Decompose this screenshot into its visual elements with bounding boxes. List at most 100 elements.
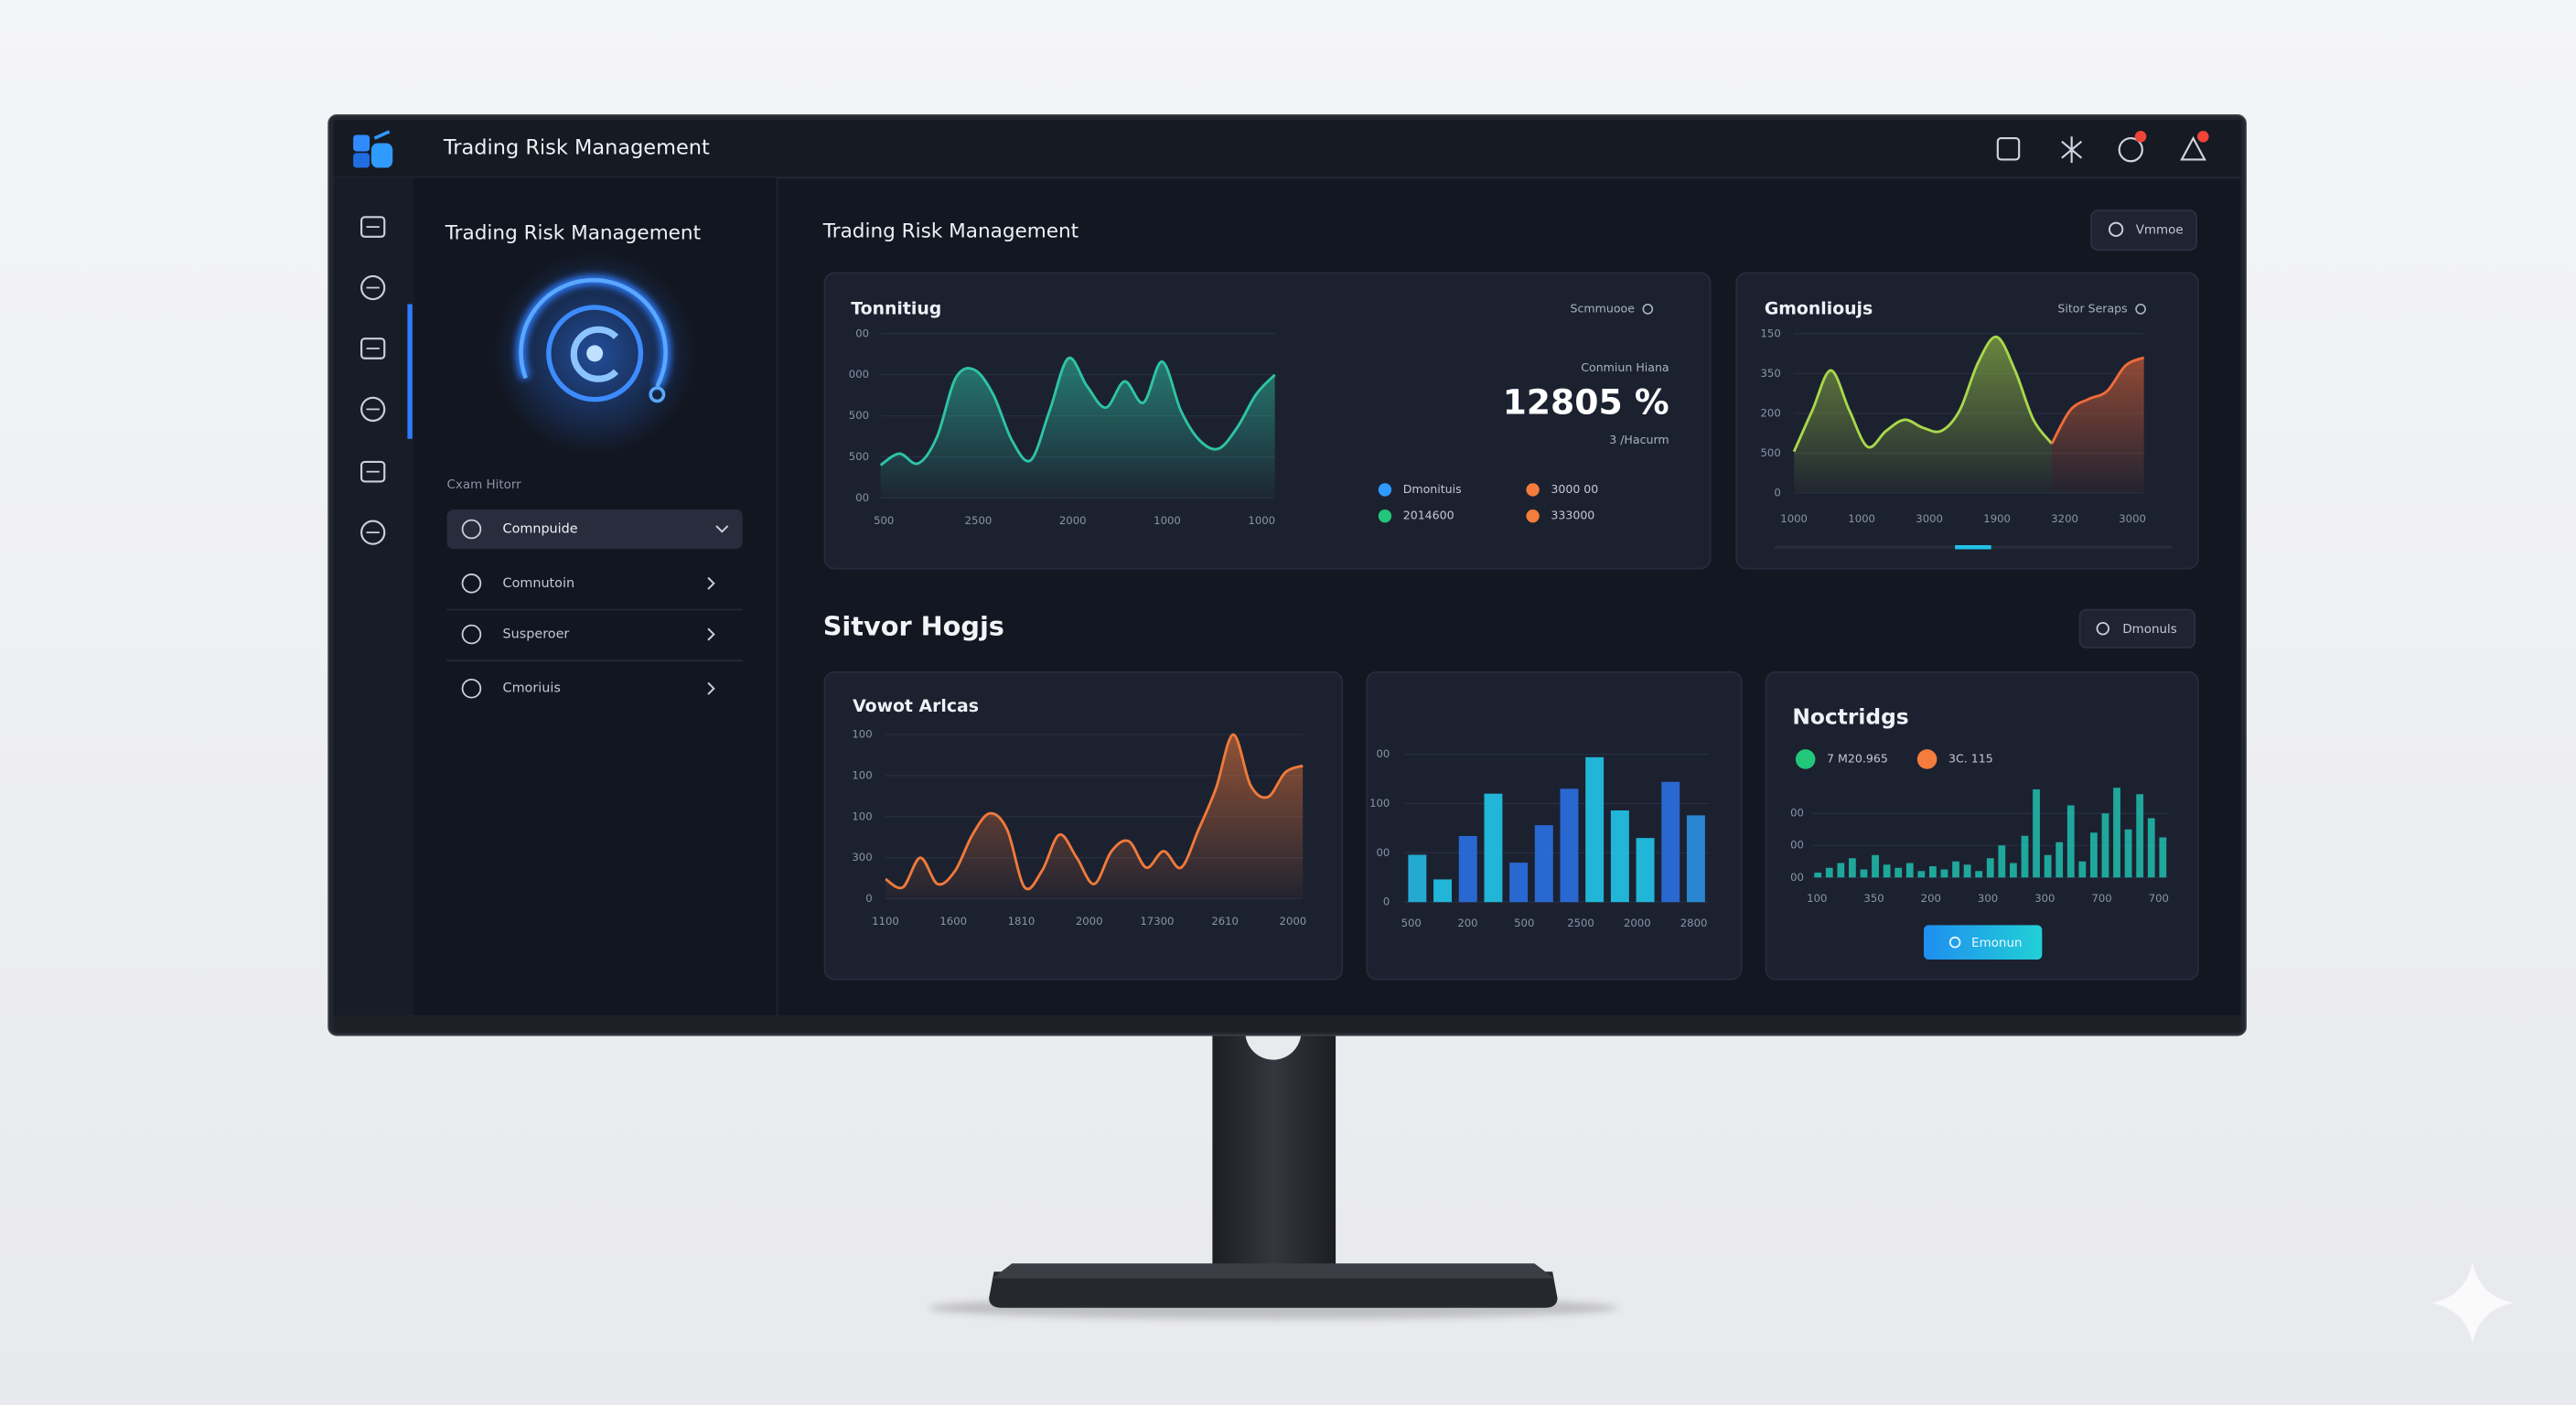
card-bg <box>823 670 1344 981</box>
x-tick-label: 1000 <box>1248 514 1275 527</box>
nav-icon[interactable] <box>360 216 386 238</box>
menu-icon <box>461 624 482 645</box>
y-tick-label: 500 <box>849 450 869 463</box>
card-title: Vowot Arlcas <box>853 697 979 716</box>
legend-item: 3C. 115 <box>1916 749 1993 769</box>
legend-item: 7 M20.965 <box>1795 749 1888 769</box>
app-logo[interactable] <box>353 130 393 168</box>
bar <box>1686 815 1705 903</box>
line-area <box>1794 337 2053 494</box>
menu-chevron <box>715 525 729 533</box>
x-tick-label: 200 <box>1921 892 1941 905</box>
button-bg <box>1924 925 2043 960</box>
x-tick-label: 1000 <box>1780 512 1808 525</box>
x-tick-label: 500 <box>1514 917 1534 929</box>
search-icon <box>2108 221 2124 237</box>
button-label: Vmmoe <box>2136 224 2184 238</box>
menu-item[interactable]: Comnutoin <box>446 574 743 611</box>
y-tick-label: 00 <box>1790 839 1804 852</box>
section-button[interactable]: Dmonuls <box>2078 608 2196 649</box>
menu-label: Comnpuide <box>503 522 578 537</box>
card-link[interactable]: Sitor Seraps <box>2057 301 2146 315</box>
y-tick-label: 100 <box>852 728 872 741</box>
nav-icon[interactable] <box>360 520 386 545</box>
button-label: Emonun <box>1971 937 2022 950</box>
nav-icon[interactable] <box>360 460 386 483</box>
toolbar-icon[interactable] <box>2118 131 2147 163</box>
x-tick-label: 1000 <box>1848 512 1875 525</box>
card-button[interactable]: Emonun <box>1924 925 2043 960</box>
card-title: Gmonlioujs <box>1765 299 1873 318</box>
menu-icon <box>461 678 482 699</box>
line <box>2050 356 2145 445</box>
icon-shape <box>360 520 386 545</box>
search-button[interactable]: Vmmoe <box>2090 209 2198 252</box>
toolbar-icon[interactable] <box>2180 131 2209 161</box>
legend-item: 3000 00 <box>1526 482 1598 497</box>
x-tick-label: 2500 <box>1567 917 1594 929</box>
legend-swatch <box>1526 509 1540 523</box>
sparkle <box>2431 1261 2514 1345</box>
x-tick-label: 2800 <box>1680 917 1708 929</box>
bar <box>2066 805 2075 878</box>
y-tick-label: 00 <box>855 327 869 339</box>
bar <box>1998 845 2006 878</box>
button-bg <box>2078 608 2196 649</box>
line <box>879 356 1276 467</box>
bar <box>1963 864 1971 878</box>
bar <box>2078 861 2087 878</box>
legend-swatch <box>1378 509 1392 523</box>
link-label: Scmmuooe <box>1571 301 1636 315</box>
menu-icon <box>461 574 482 594</box>
line-area <box>2052 357 2144 494</box>
nav-icon[interactable] <box>360 274 386 301</box>
nav-icon[interactable] <box>360 396 386 423</box>
menu-item[interactable]: Susperoer <box>446 624 743 662</box>
line <box>1792 335 2054 453</box>
x-tick-label: 200 <box>1457 917 1477 929</box>
bottom-bezel <box>333 1015 2241 1033</box>
risk-emblem <box>492 252 697 456</box>
y-tick-label: 100 <box>1369 797 1390 810</box>
toolbar-icon[interactable] <box>2061 136 2083 164</box>
kpi-sub: 3 /Hacurm <box>1609 433 1669 446</box>
y-tick-label: 350 <box>1761 367 1781 380</box>
bar <box>1661 781 1680 903</box>
legend-swatch <box>1526 483 1540 497</box>
kpi-label: Conmiun Hiana <box>1581 360 1669 374</box>
x-tick-label: 3000 <box>1916 512 1943 525</box>
bar <box>2044 854 2052 878</box>
bar <box>1975 871 1983 878</box>
y-tick-label: 000 <box>849 368 869 381</box>
card-bg <box>1765 670 2199 981</box>
menu-item[interactable]: Comnpuide <box>446 509 743 550</box>
link-icon <box>1642 304 1654 315</box>
x-tick-label: 3000 <box>2119 512 2146 525</box>
nav-icon[interactable] <box>360 338 386 359</box>
chart-card: Vowot Arlcas 0 300 100 100 100 1100 1600 1810 200… <box>823 670 1344 981</box>
bar <box>1433 879 1453 903</box>
logo-part <box>373 130 391 140</box>
bar <box>1837 863 1845 878</box>
x-tick-label: 300 <box>1978 892 1998 905</box>
x-tick-label: 17300 <box>1140 915 1174 928</box>
x-tick-label: 300 <box>2034 892 2055 905</box>
icon-shape <box>360 216 386 238</box>
bar <box>1917 871 1926 878</box>
x-tick-label: 1000 <box>1154 514 1181 527</box>
y-tick-label: 100 <box>852 810 872 822</box>
bar <box>2055 842 2064 878</box>
card-link[interactable]: Scmmuooe <box>1571 301 1654 315</box>
toolbar-icon[interactable] <box>1996 137 2021 161</box>
legend-label: 3000 00 <box>1551 482 1598 496</box>
x-tick-label: 2000 <box>1280 915 1307 928</box>
bar <box>1458 836 1477 903</box>
card-bg <box>1366 670 1743 981</box>
icon-rail <box>333 177 414 1016</box>
top-bar <box>333 120 2241 178</box>
menu-item[interactable]: Cmoriuis <box>461 678 715 699</box>
